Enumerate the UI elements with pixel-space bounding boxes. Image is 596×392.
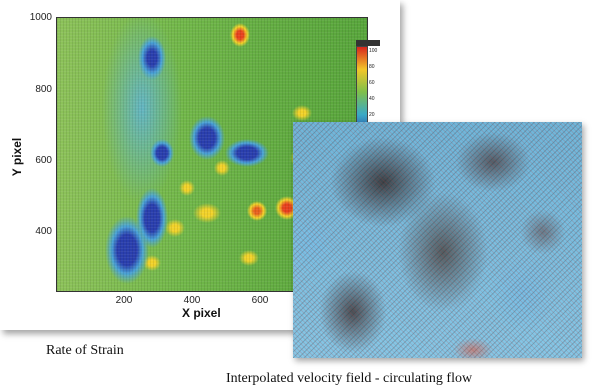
y-axis-label: Y pixel [10, 137, 25, 177]
x-tick-600: 600 [251, 295, 269, 306]
x-tick-400: 400 [183, 295, 201, 306]
velocity-field-image [293, 122, 582, 358]
y-tick-400: 400 [35, 226, 52, 237]
x-tick-200: 200 [115, 295, 133, 306]
colorbar-tick: 20 [369, 112, 375, 118]
x-axis-label: X pixel [182, 306, 221, 320]
velocity-field-texture [293, 122, 582, 358]
velocity-vectors [293, 122, 582, 358]
colorbar-title [356, 40, 380, 46]
colorbar-tick: 40 [369, 96, 375, 102]
caption-rate-of-strain: Rate of Strain [46, 343, 124, 358]
colorbar-tick: 100 [369, 48, 378, 54]
y-tick-800: 800 [35, 84, 52, 95]
caption-velocity-field: Interpolated velocity field - circulatin… [226, 371, 473, 386]
y-tick-1000: 1000 [29, 12, 52, 23]
colorbar-tick: 60 [369, 80, 375, 86]
colorbar-tick: 80 [369, 64, 375, 70]
y-tick-600: 600 [35, 155, 52, 166]
